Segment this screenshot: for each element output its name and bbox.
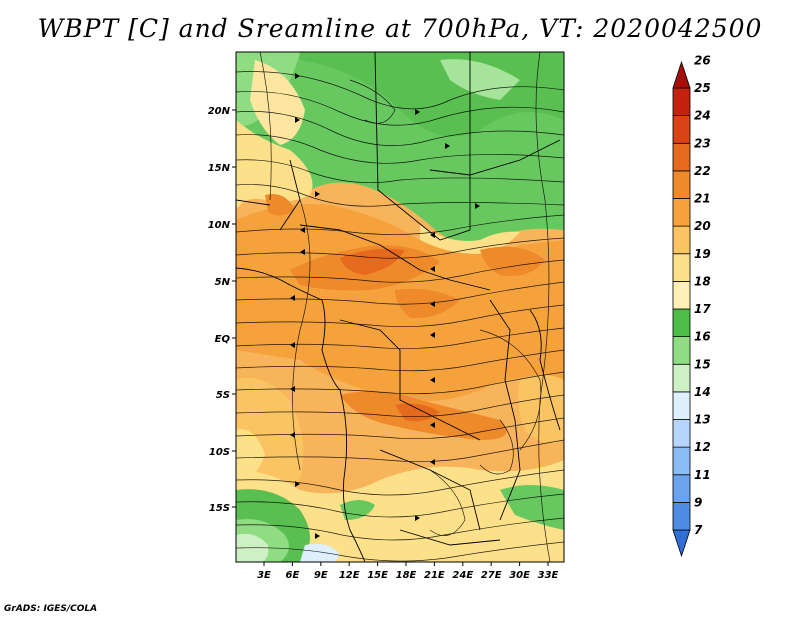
colorbar-label: 17 — [694, 302, 711, 316]
colorbar-label: 15 — [694, 357, 711, 371]
colorbar-label: 26 — [694, 53, 711, 67]
colorbar-label: 13 — [694, 413, 711, 427]
lon-tick-label: 21E — [424, 570, 445, 581]
latitude-axis: 20N 15N 10N 5N EQ 5S 10S 15S — [208, 106, 236, 514]
lon-tick-label: 15E — [367, 570, 388, 581]
colorbar-segment — [672, 363, 691, 393]
colorbar-segment — [672, 474, 691, 503]
colorbar: 7 9 11 12 13 14 15 16 17 18 19 20 21 22 23 24 25 26 — [672, 53, 711, 558]
lon-tick-label: 30E — [509, 570, 530, 581]
colorbar-segment — [672, 87, 691, 117]
colorbar-segment — [672, 501, 691, 531]
lat-tick-label: 10S — [209, 447, 230, 458]
colorbar-segment — [672, 419, 691, 448]
colorbar-label: 11 — [694, 468, 711, 482]
lat-tick-label: 5N — [215, 277, 231, 288]
lat-tick-label: 15S — [209, 503, 230, 514]
country-borders — [236, 52, 561, 562]
colorbar-label: 24 — [694, 109, 711, 123]
colorbar-segment — [672, 60, 691, 89]
colorbar-label: 9 — [694, 495, 702, 509]
colorbar-label: 25 — [694, 81, 711, 95]
chart-title: WBPT [C] and Sreamline at 700hPa, VT: 20… — [37, 14, 763, 43]
colorbar-segment — [672, 225, 691, 255]
colorbar-label: 23 — [694, 136, 711, 150]
lon-tick-label: 6E — [286, 570, 300, 581]
colorbar-segment — [672, 391, 691, 420]
lon-tick-label: 18E — [396, 570, 417, 581]
lat-tick-label: 15N — [208, 163, 231, 174]
lon-tick-label: 24E — [452, 570, 473, 581]
colorbar-segment — [672, 142, 691, 172]
colorbar-segment — [672, 280, 691, 310]
colorbar-label: 12 — [694, 440, 711, 454]
colorbar-label: 22 — [694, 164, 711, 178]
streamline-arrows — [290, 73, 480, 539]
map-field — [236, 52, 564, 562]
map-frame — [235, 51, 565, 563]
colorbar-segment — [672, 115, 691, 144]
colorbar-segment — [672, 446, 691, 476]
lat-tick-label: 5S — [216, 390, 230, 401]
lat-tick-label: 10N — [208, 220, 231, 231]
colorbar-label: 7 — [694, 523, 703, 537]
lon-tick-label: 9E — [314, 570, 328, 581]
lon-tick-label: 33E — [538, 570, 559, 581]
lat-tick-label: EQ — [215, 334, 231, 345]
colorbar-segment — [672, 170, 691, 199]
colorbar-label: 18 — [694, 274, 711, 288]
colorbar-label: 19 — [694, 247, 711, 261]
grads-credit: GrADS: IGES/COLA — [4, 604, 98, 614]
colorbar-label: 16 — [694, 330, 711, 344]
lon-tick-label: 27E — [481, 570, 502, 581]
colorbar-label: 20 — [694, 219, 711, 233]
lon-tick-label: 3E — [257, 570, 271, 581]
colorbar-segment — [672, 253, 691, 282]
streamlines — [236, 52, 564, 562]
colorbar-segment — [672, 529, 691, 558]
colorbar-segment — [672, 308, 691, 338]
lat-tick-label: 20N — [208, 106, 231, 117]
colorbar-label: 21 — [694, 192, 711, 206]
colorbar-segment — [672, 198, 691, 227]
colorbar-segment — [672, 336, 691, 365]
longitude-axis: 3E 6E 9E 12E 15E 18E 21E 24E 27E 30E 33E — [257, 562, 559, 581]
lon-tick-label: 12E — [339, 570, 360, 581]
colorbar-label: 14 — [694, 385, 711, 399]
